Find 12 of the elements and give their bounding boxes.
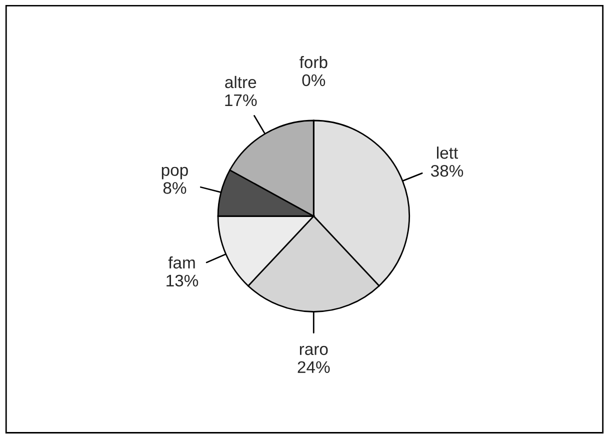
- slice-label: fam: [168, 256, 195, 269]
- slice-label: raro: [300, 346, 328, 356]
- data-label: 8%: [163, 182, 186, 194]
- data-label: 24%: [298, 361, 330, 373]
- slice-label: altre: [225, 76, 256, 88]
- text: 0%: [302, 74, 326, 86]
- data-label: 38%: [430, 164, 464, 177]
- category-label: forb: [300, 56, 328, 68]
- data-label: 13%: [166, 274, 198, 287]
- data-label: 17%: [225, 94, 257, 106]
- slice-label: pop: [162, 166, 188, 180]
- slice-label: lett: [437, 146, 458, 159]
